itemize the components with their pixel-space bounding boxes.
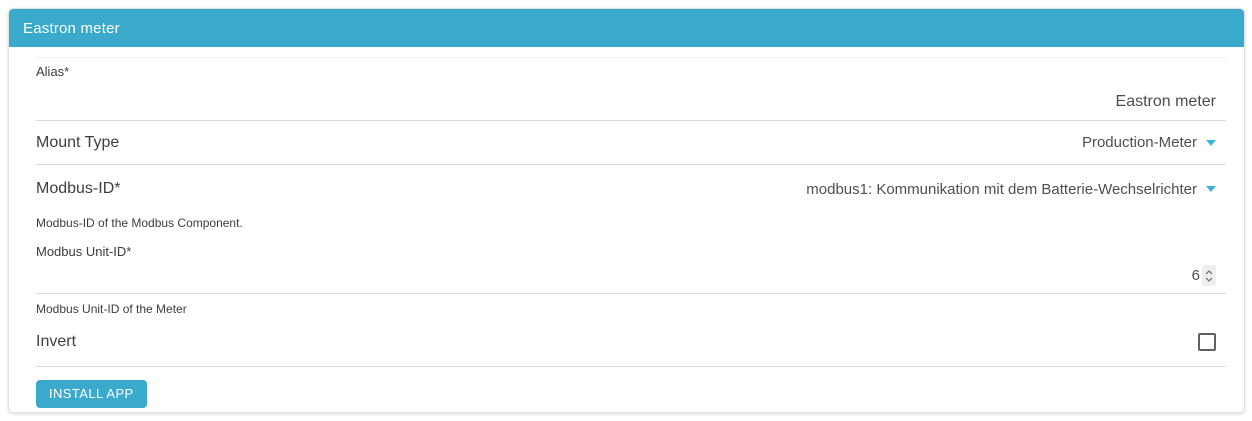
modbus-id-label: Modbus-ID* xyxy=(36,180,121,197)
chevron-down-icon xyxy=(1206,186,1216,192)
field-modbus-unit-id: Modbus Unit-ID* 6 xyxy=(36,244,1226,316)
modbus-id-select[interactable]: modbus1: Kommunikation mit dem Batterie-… xyxy=(806,181,1216,198)
modbus-id-row: Modbus-ID* modbus1: Kommunikation mit de… xyxy=(36,165,1226,198)
mount-type-select[interactable]: Production-Meter xyxy=(1082,134,1216,151)
field-alias: Alias* Eastron meter xyxy=(36,58,1226,121)
invert-checkbox[interactable] xyxy=(1198,333,1216,351)
modbus-unit-id-helper: Modbus Unit-ID of the Meter xyxy=(36,302,187,316)
spinner-down-button[interactable] xyxy=(1205,277,1213,282)
mount-type-label: Mount Type xyxy=(36,133,120,151)
chevron-down-icon xyxy=(1205,277,1213,282)
alias-input[interactable]: Eastron meter xyxy=(1115,93,1216,110)
invert-label: Invert xyxy=(36,333,77,350)
app-config-card: Eastron meter Alias* Eastron meter Mount… xyxy=(8,8,1245,413)
button-row: INSTALL APP xyxy=(36,367,1226,412)
alias-label: Alias* xyxy=(36,64,70,79)
install-app-button[interactable]: INSTALL APP xyxy=(36,380,147,408)
modbus-unit-id-input-row: 6 xyxy=(36,265,1226,294)
modbus-id-helper: Modbus-ID of the Modbus Component. xyxy=(36,216,243,230)
form-list: Alias* Eastron meter Mount Type Producti… xyxy=(36,57,1226,412)
modbus-unit-id-input[interactable]: 6 xyxy=(1191,267,1200,284)
card-title: Eastron meter xyxy=(23,19,120,37)
card-body: Alias* Eastron meter Mount Type Producti… xyxy=(9,57,1244,412)
number-spinner xyxy=(1202,265,1216,286)
field-invert: Invert xyxy=(36,316,1226,367)
mount-type-value: Production-Meter xyxy=(1081,134,1197,151)
chevron-up-icon xyxy=(1205,269,1213,274)
modbus-unit-id-label: Modbus Unit-ID* xyxy=(36,244,132,259)
field-modbus-id: Modbus-ID* modbus1: Kommunikation mit de… xyxy=(36,165,1226,230)
spinner-up-button[interactable] xyxy=(1205,269,1213,275)
chevron-down-icon xyxy=(1206,139,1216,146)
card-header: Eastron meter xyxy=(9,9,1244,47)
modbus-id-value: modbus1: Kommunikation mit dem Batterie-… xyxy=(806,180,1197,198)
field-mount-type: Mount Type Production-Meter xyxy=(36,121,1226,165)
